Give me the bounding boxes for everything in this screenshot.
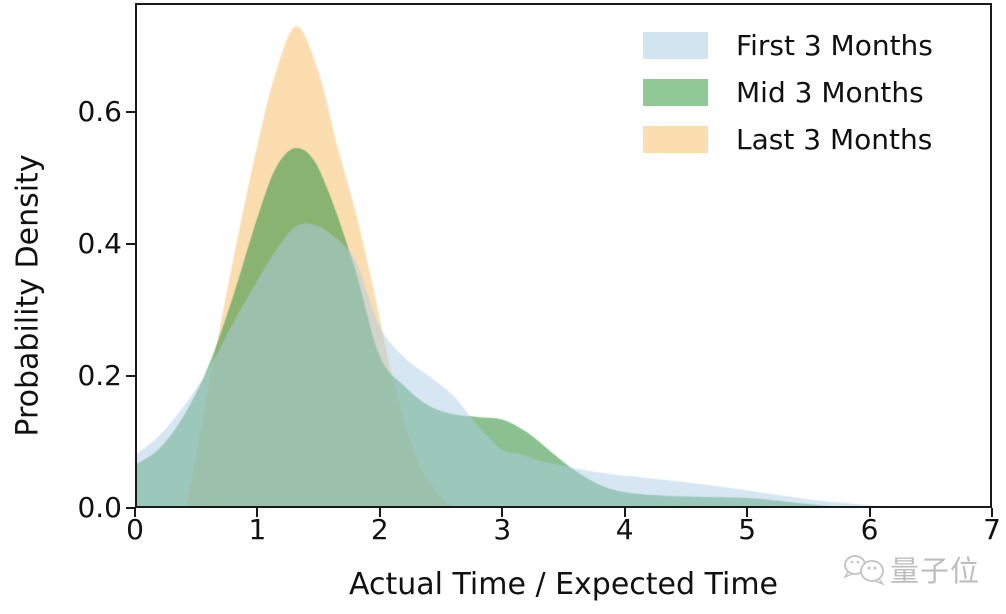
x-tick-mark <box>746 508 749 517</box>
x-tick-mark <box>991 508 993 517</box>
y-tick-label: 0.0 <box>77 491 122 524</box>
x-tick-label: 3 <box>493 513 512 546</box>
kde-density-plot <box>135 3 992 508</box>
y-tick-label: 0.2 <box>77 359 122 392</box>
legend-label: Last 3 Months <box>736 123 933 156</box>
legend-item-mid-3-months: Mid 3 Months <box>643 76 933 109</box>
y-tick-mark <box>126 507 135 509</box>
watermark-text: 量子位 <box>890 554 981 588</box>
x-tick-label: 0 <box>126 513 144 546</box>
legend-swatch-last-3-months <box>643 126 708 153</box>
y-axis-title: Probability Density <box>10 154 46 437</box>
x-axis-title: Actual Time / Expected Time <box>348 567 779 602</box>
legend: First 3 Months Mid 3 Months Last 3 Month… <box>643 29 933 171</box>
x-tick-mark <box>378 508 381 517</box>
legend-item-last-3-months: Last 3 Months <box>643 123 933 156</box>
legend-swatch-first-3-months <box>643 32 708 59</box>
y-tick-mark <box>126 243 135 245</box>
legend-swatch-mid-3-months <box>643 79 708 106</box>
x-tick-label: 4 <box>615 513 634 546</box>
watermark: 量子位 <box>842 548 980 590</box>
y-tick-label: 0.6 <box>77 95 122 128</box>
x-tick-mark <box>868 508 871 517</box>
y-tick-mark <box>126 375 135 377</box>
legend-label: Mid 3 Months <box>736 76 924 109</box>
x-tick-mark <box>501 508 504 517</box>
x-tick-label: 7 <box>983 513 1001 546</box>
x-tick-label: 1 <box>248 513 267 546</box>
x-tick-label: 6 <box>860 513 879 546</box>
x-tick-mark <box>134 508 136 517</box>
x-tick-mark <box>256 508 259 517</box>
legend-item-first-3-months: First 3 Months <box>643 29 933 62</box>
y-tick-mark <box>126 111 135 113</box>
x-tick-label: 5 <box>738 513 757 546</box>
y-tick-label: 0.4 <box>77 227 122 260</box>
x-tick-label: 2 <box>370 513 389 546</box>
x-tick-mark <box>623 508 626 517</box>
legend-label: First 3 Months <box>736 29 933 62</box>
qbitai-logo-icon <box>843 555 886 586</box>
